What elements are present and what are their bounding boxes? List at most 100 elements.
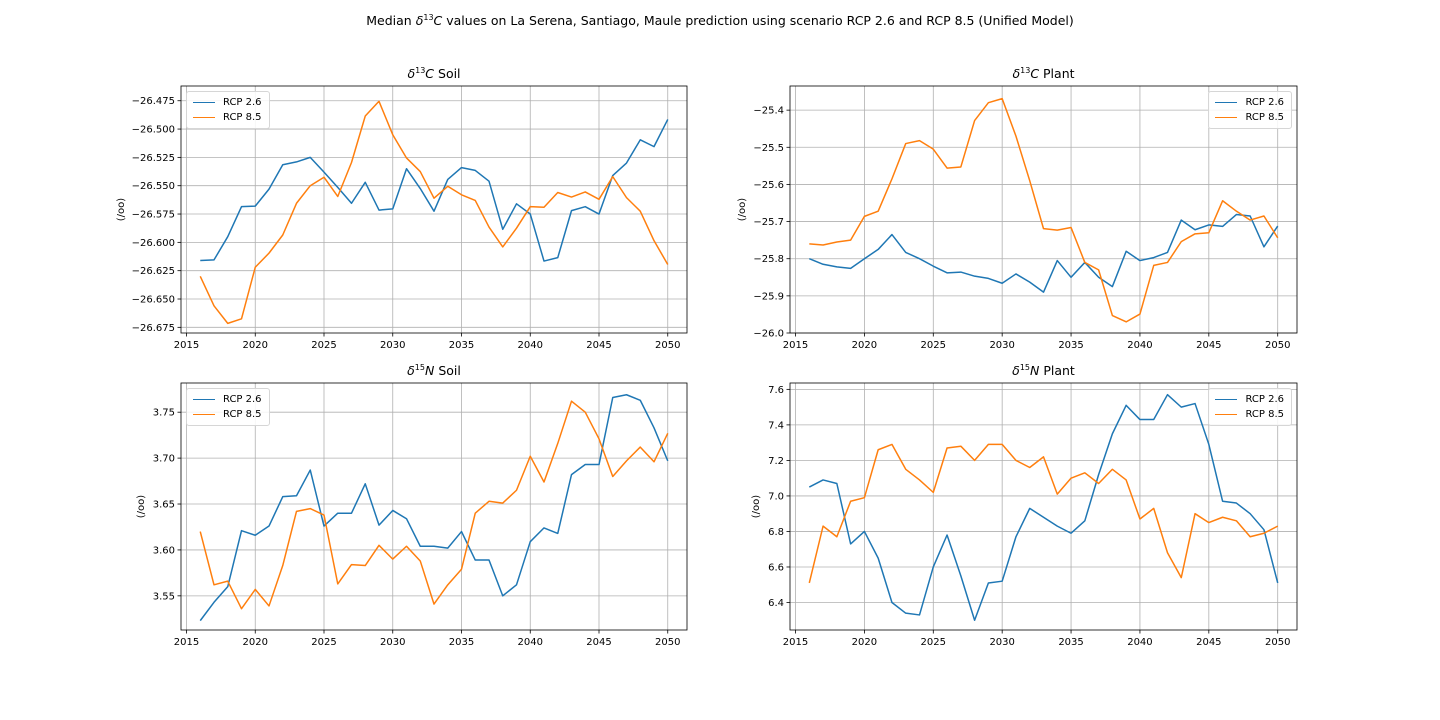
series-line-rcp26 (808, 393, 1279, 622)
title-rest: Soil (434, 66, 461, 82)
x-tick-label: 2050 (1265, 340, 1290, 351)
figure-title-delta: δ (415, 13, 424, 29)
legend-swatch (193, 399, 215, 400)
legend-entry-rcp26: RCP 2.6 (193, 392, 262, 407)
legend-swatch (193, 414, 215, 415)
legend-entry-rcp85: RCP 8.5 (193, 110, 262, 125)
x-tick-label: 2040 (518, 637, 543, 648)
y-tick-label: −26.500 (132, 125, 175, 136)
title-rest: Plant (1039, 363, 1075, 379)
x-tick-label: 2045 (586, 637, 611, 648)
subplot-title-d15n-plant: δ15N Plant (790, 363, 1297, 378)
title-elem: N (1030, 363, 1040, 379)
y-tick-label: 7.2 (768, 456, 784, 467)
legend: RCP 2.6 RCP 8.5 (186, 91, 270, 129)
x-tick-label: 2030 (380, 637, 405, 648)
axes-frame (180, 85, 688, 334)
figure-title-elem: C (433, 13, 443, 29)
title-elem: C (1030, 66, 1040, 82)
x-tick-label: 2035 (1058, 637, 1083, 648)
legend-label: RCP 8.5 (1245, 112, 1284, 123)
x-tick-label: 2020 (852, 340, 877, 351)
figure-title-sup: 13 (423, 13, 434, 22)
subplot-title-d13c-soil: δ13C Soil (181, 66, 687, 81)
x-tick-label: 2045 (586, 340, 611, 351)
legend: RCP 2.6 RCP 8.5 (1208, 91, 1292, 129)
y-axis-label: (/oo) (751, 495, 762, 519)
legend-entry-rcp85: RCP 8.5 (193, 407, 262, 422)
series-line-rcp26 (200, 119, 669, 262)
x-tick-label: 2030 (989, 637, 1014, 648)
title-rest: Plant (1039, 66, 1075, 82)
y-tick-label: −26.650 (132, 295, 175, 306)
y-tick-label: −25.9 (753, 291, 784, 302)
legend-label: RCP 8.5 (223, 112, 262, 123)
y-tick-label: 3.55 (153, 591, 175, 602)
subplot-title-d15n-soil: δ15N Soil (181, 363, 687, 378)
figure-title-prefix: Median (366, 13, 416, 29)
subplot-title-d13c-plant: δ13C Plant (790, 66, 1297, 81)
legend-label: RCP 8.5 (223, 409, 262, 420)
x-tick-label: 2050 (1265, 637, 1290, 648)
legend-label: RCP 2.6 (1245, 97, 1284, 108)
y-tick-label: −26.675 (132, 323, 175, 334)
y-tick-label: −25.6 (753, 180, 784, 191)
x-tick-label: 2050 (655, 340, 680, 351)
y-tick-label: 3.60 (153, 545, 175, 556)
x-tick-label: 2035 (449, 340, 474, 351)
subplot-d13c-plant: 2015 2020 2025 2030 2035 2040 2045 2050 −26.0 −25… (737, 85, 1298, 351)
legend-entry-rcp26: RCP 2.6 (193, 95, 262, 110)
y-axis-label: (/oo) (737, 198, 748, 222)
y-tick-label: −26.625 (132, 266, 175, 277)
legend-entry-rcp26: RCP 2.6 (1215, 95, 1284, 110)
x-tick-label: 2015 (174, 637, 199, 648)
legend-label: RCP 2.6 (223, 97, 262, 108)
axes-frame (789, 382, 1298, 631)
x-tick-label: 2025 (921, 637, 946, 648)
subplot-d13c-soil: 2015 2020 2025 2030 2035 2040 2045 2050 −26.675 −… (116, 85, 688, 351)
title-sup: 15 (414, 363, 425, 372)
axes-frame (180, 382, 688, 631)
x-tick-label: 2045 (1196, 637, 1221, 648)
x-tick-label: 2020 (243, 637, 268, 648)
x-tick-label: 2035 (449, 637, 474, 648)
x-tick-label: 2015 (783, 637, 808, 648)
title-elem: C (425, 66, 435, 82)
axes-frame (789, 85, 1298, 334)
y-tick-label: 6.6 (768, 562, 784, 573)
title-sup: 13 (415, 66, 426, 75)
x-tick-label: 2025 (311, 637, 336, 648)
title-delta: δ (1012, 363, 1020, 379)
title-delta: δ (407, 66, 416, 82)
y-tick-label: −26.600 (132, 238, 175, 249)
legend-swatch (193, 117, 215, 118)
y-tick-label: −25.7 (753, 217, 784, 228)
title-delta: δ (1012, 66, 1021, 82)
legend-swatch (1215, 399, 1238, 400)
x-tick-label: 2025 (311, 340, 336, 351)
legend: RCP 2.6 RCP 8.5 (1208, 388, 1292, 426)
x-tick-label: 2050 (655, 637, 680, 648)
legend-entry-rcp85: RCP 8.5 (1215, 407, 1284, 422)
x-tick-label: 2030 (989, 340, 1014, 351)
x-tick-label: 2020 (243, 340, 268, 351)
title-sup: 13 (1020, 66, 1031, 75)
y-axis-label: (/oo) (136, 495, 147, 519)
y-tick-label: 3.70 (153, 454, 175, 465)
x-tick-label: 2040 (1127, 637, 1152, 648)
y-tick-label: −25.4 (753, 106, 784, 117)
legend-label: RCP 8.5 (1245, 409, 1284, 420)
series-line-rcp26 (199, 394, 669, 622)
x-tick-label: 2030 (380, 340, 405, 351)
legend: RCP 2.6 RCP 8.5 (186, 388, 270, 426)
y-tick-label: −25.5 (753, 143, 784, 154)
y-tick-label: 7.6 (768, 385, 784, 396)
title-sup: 15 (1019, 363, 1030, 372)
x-tick-label: 2035 (1058, 340, 1083, 351)
y-tick-label: 3.75 (153, 408, 175, 419)
y-tick-label: −26.575 (132, 210, 175, 221)
y-tick-label: 6.8 (768, 527, 784, 538)
subplot-d15n-plant: 2015 2020 2025 2030 2035 2040 2045 2050 6.4 6.6 6.… (751, 382, 1298, 648)
y-tick-label: −26.475 (132, 96, 175, 107)
